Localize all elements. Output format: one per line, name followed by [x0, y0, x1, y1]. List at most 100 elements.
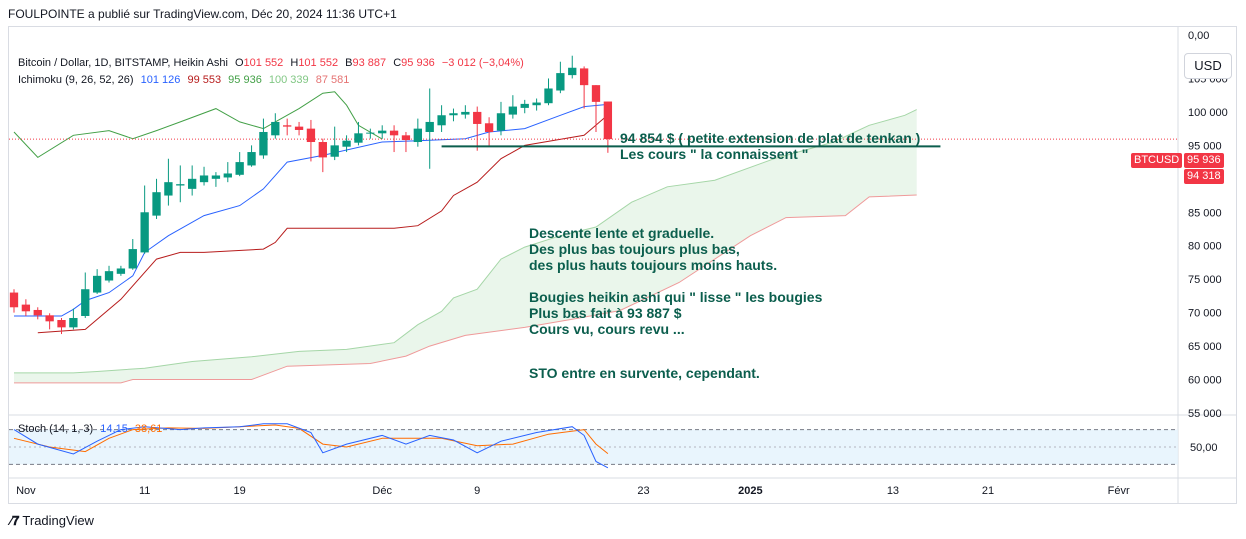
candle-body-11	[140, 212, 149, 253]
candle-body-43	[520, 103, 529, 108]
annotation-heikin-line1: Bougies heikin ashi qui " lisse " les bo…	[529, 289, 823, 305]
ichimoku-chikou-value: 95 936	[228, 74, 262, 86]
candle-body-26	[318, 142, 327, 158]
legend-b-value: 93 887	[352, 57, 387, 69]
candle-body-30	[366, 132, 375, 134]
time-tick-label: 11	[139, 485, 150, 497]
time-tick-label: 2025	[738, 485, 762, 497]
candle-body-14	[176, 184, 185, 186]
annotation-tenkan-line2: Les cours " la connaissent "	[620, 146, 809, 162]
candle-body-31	[378, 130, 387, 134]
legend-c-value: 95 936	[401, 57, 435, 69]
last-price-tag: 95 936	[1184, 153, 1224, 168]
price-tick-label: 60 000	[1188, 375, 1222, 387]
candle-body-0	[9, 292, 19, 308]
candle-body-28	[342, 140, 351, 147]
legend-symbol-title: Bitcoin / Dollar, 1D, BITSTAMP, Heikin A…	[18, 57, 228, 69]
time-tick-label: 19	[234, 485, 246, 497]
chart-frame	[8, 26, 1237, 504]
candle-body-46	[556, 73, 565, 91]
currency-button[interactable]: USD	[1184, 53, 1232, 79]
ichimoku-cloud	[14, 109, 917, 383]
candle-body-47	[568, 67, 577, 76]
price-tick-label: 100 000	[1188, 107, 1228, 119]
ichimoku-tenkan-value: 101 126	[140, 74, 181, 86]
candle-body-16	[199, 175, 209, 183]
footer-brand-label: TradingView	[22, 513, 94, 528]
price-axis-top-label: 0,00	[1188, 30, 1209, 42]
candle-body-7	[92, 275, 102, 293]
candle-body-45	[544, 88, 553, 104]
annotation-stoch-line1: STO entre en survente, cependant.	[529, 365, 760, 381]
published-header: FOULPOINTE a publié sur TradingView.com,…	[8, 7, 397, 21]
annotation-descent: Descente lente et graduelle. Des plus ba…	[529, 225, 777, 273]
annotation-heikin: Bougies heikin ashi qui " lisse " les bo…	[529, 289, 822, 337]
price-tick-label: 80 000	[1188, 241, 1222, 253]
stoch-d-line	[13, 424, 609, 454]
annotation-heikin-line3: Cours vu, cours revu ...	[529, 321, 685, 337]
time-tick-label: 23	[637, 485, 649, 497]
candle-body-29	[354, 133, 363, 143]
stoch-band-fill	[9, 429, 1178, 465]
candle-body-15	[188, 178, 197, 189]
candle-body-25	[306, 128, 316, 143]
legend-h-value: 101 552	[298, 57, 339, 69]
stoch-d-value: 38,61	[134, 423, 163, 435]
candle-body-36	[437, 115, 446, 126]
ichimoku-title: Ichimoku (9, 26, 52, 26)	[18, 74, 134, 86]
legend-o-value: 101 552	[243, 57, 284, 69]
annotation-tenkan-line1: 94 854 $ ( petite extension de plat de t…	[620, 130, 921, 146]
candle-body-38	[461, 111, 470, 115]
time-tick-label: Déc	[372, 485, 392, 497]
candle-body-41	[496, 113, 506, 131]
candle-body-33	[401, 135, 411, 141]
stoch-title: Stoch (14, 1, 3)	[18, 423, 94, 435]
legend-change: −3 012 (−3,04%)	[441, 57, 524, 69]
time-tick-label: 9	[474, 485, 480, 497]
annotation-descent-line2: Des plus bas toujours plus bas,	[529, 241, 740, 257]
candle-body-35	[425, 121, 434, 132]
candle-body-1	[21, 304, 31, 312]
candle-body-19	[235, 162, 244, 175]
chikou-line	[13, 91, 383, 159]
candle-body-34	[413, 128, 422, 143]
candle-body-32	[389, 130, 399, 136]
ichimoku-span-a-value: 100 339	[268, 74, 309, 86]
candle-body-18	[223, 173, 232, 178]
candle-body-5	[69, 317, 78, 328]
candle-body-20	[247, 152, 256, 166]
price-tick-label: 85 000	[1188, 207, 1222, 219]
annotation-descent-line3: des plus hauts toujours moins hauts.	[529, 257, 778, 273]
candle-body-6	[81, 289, 90, 316]
candle-body-2	[33, 309, 42, 316]
annotation-heikin-line2: Plus bas fait à 93 887 $	[529, 305, 682, 321]
candle-body-4	[57, 319, 66, 328]
time-tick-label: Nov	[16, 485, 36, 497]
candle-body-49	[591, 85, 601, 102]
tradingview-logo-icon: ⁄𝟕	[10, 513, 20, 528]
time-tick-label: 13	[887, 485, 899, 497]
main-legend: Bitcoin / Dollar, 1D, BITSTAMP, Heikin A…	[18, 57, 528, 69]
price-tick-label: 55 000	[1188, 408, 1222, 420]
annotation-tenkan: 94 854 $ ( petite extension de plat de t…	[620, 130, 920, 162]
candle-body-44	[532, 102, 541, 106]
price-tick-label: 65 000	[1188, 341, 1222, 353]
legend-o-label: O	[234, 57, 244, 69]
footer-brand: ⁄𝟕 TradingView	[10, 513, 94, 529]
candle-body-40	[484, 123, 494, 132]
candle-body-27	[330, 145, 339, 157]
candle-body-39	[473, 111, 482, 124]
candle-body-23	[283, 125, 292, 127]
ichimoku-legend: Ichimoku (9, 26, 52, 26) 101 126 99 553 …	[18, 74, 353, 86]
candle-body-37	[449, 113, 458, 116]
price-tick-label: 75 000	[1188, 274, 1222, 286]
annotation-descent-line1: Descente lente et graduelle.	[529, 225, 715, 241]
symbol-tag: BTCUSD	[1131, 153, 1183, 168]
level-price-tag: 94 318	[1184, 169, 1224, 184]
span-a-line	[14, 109, 917, 374]
candle-body-12	[152, 192, 161, 216]
legend-h-label: H	[290, 57, 299, 69]
time-tick-label: Févr	[1108, 485, 1130, 497]
candle-body-24	[294, 126, 304, 130]
